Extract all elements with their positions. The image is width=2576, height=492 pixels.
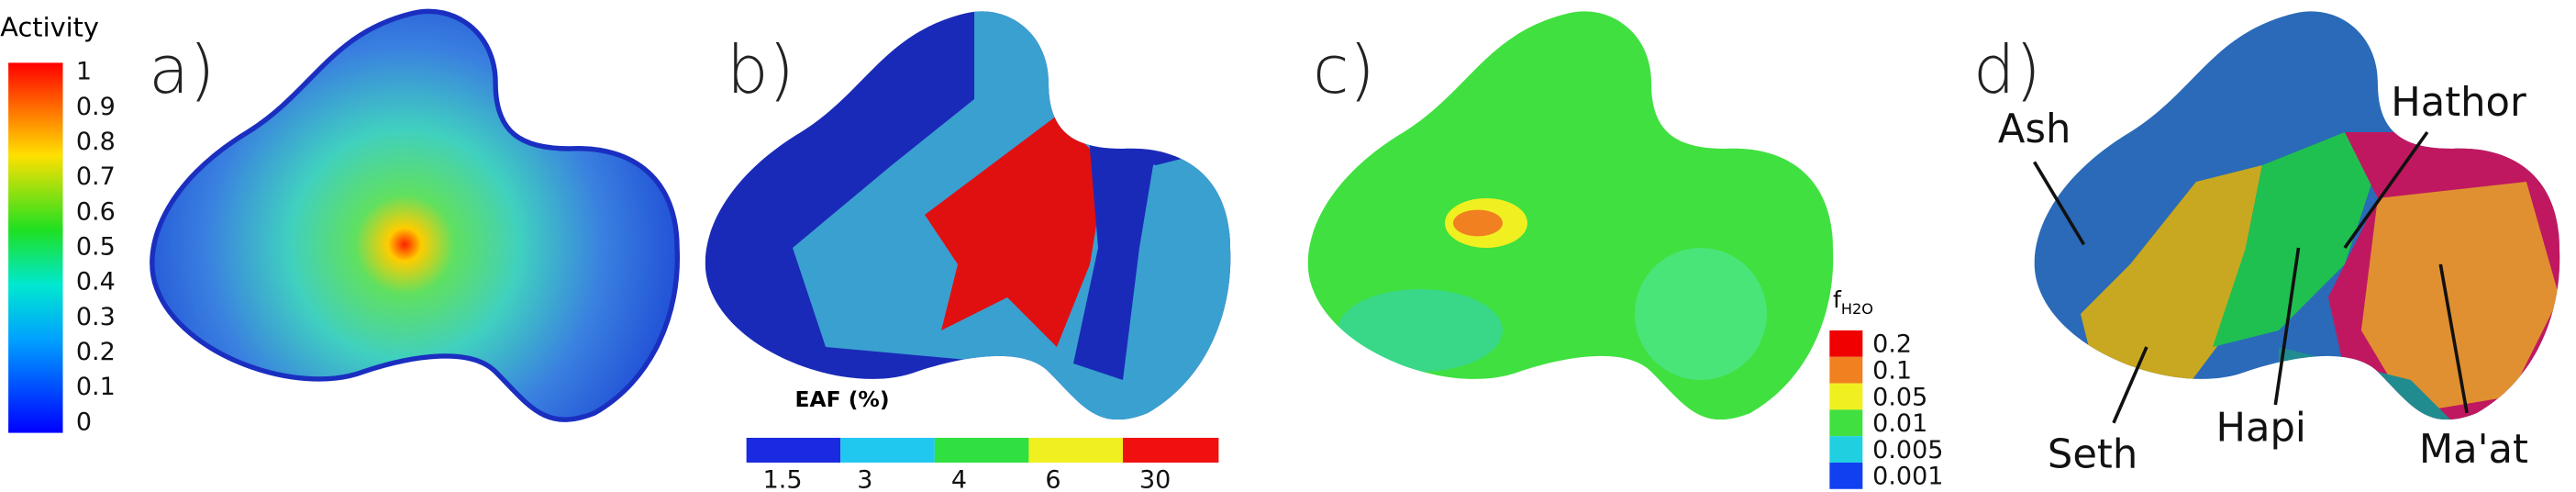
- colorbar-tick-label: 0.1: [76, 373, 116, 401]
- region-label: Ma'at: [2419, 427, 2528, 473]
- region-label: Seth: [2048, 431, 2137, 477]
- colorbar-box: [746, 437, 841, 463]
- colorbar: [1829, 330, 1863, 489]
- region-label: Ash: [1998, 106, 2071, 152]
- colorbar-title-main: f: [1833, 286, 1842, 313]
- colorbar-tick-label: 0.2: [76, 338, 116, 366]
- colorbar-tick-label: 0.05: [1872, 383, 1927, 411]
- colorbar-tick-label: 0.01: [1872, 409, 1927, 438]
- colorbar-title-sub: H2O: [1841, 300, 1873, 318]
- colorbar-box: [1028, 437, 1124, 463]
- colorbar-box: [934, 437, 1029, 463]
- colorbar-tick-label: 0.3: [76, 303, 116, 331]
- colorbar-tick-label: 0.2: [1872, 330, 1912, 359]
- colorbar-tick-label: 0.001: [1872, 463, 1943, 491]
- colorbar-box: [1123, 437, 1219, 463]
- colorbar-tick-label: 1: [76, 58, 92, 86]
- panel-label: c): [1313, 31, 1375, 108]
- colorbar-tick-label: 0.1: [1872, 356, 1912, 385]
- colorbar-tick-label: 0.7: [76, 162, 116, 191]
- colorbar-tick-label: 0: [76, 408, 92, 436]
- colorbar-tick-label: 0.5: [76, 232, 116, 261]
- colorbar: [746, 437, 1219, 463]
- panel-label: d): [1973, 31, 2041, 108]
- colorbar: [8, 62, 63, 433]
- colorbar-tick-label: 30: [1139, 465, 1171, 492]
- panel-d: d) Ash Hathor Seth Hapi Ma'at: [1973, 11, 2560, 477]
- region-pointers: [2032, 130, 2469, 424]
- region-label: Hathor: [2391, 80, 2526, 126]
- colorbar-ticks: 1.5 3 4 6 30: [763, 465, 1171, 492]
- colorbar-ticks: 1 0.9 0.8 0.7 0.6 0.5 0.4 0.3 0.2 0.1 0: [76, 58, 116, 437]
- colorbar-tick-label: 4: [951, 465, 967, 492]
- colorbar-tick-label: 6: [1045, 465, 1060, 492]
- colorbar-tick-label: 0.005: [1872, 436, 1943, 464]
- colorbar-tick-label: 0.4: [76, 268, 116, 296]
- colorbar-title: fH2O: [1833, 286, 1873, 318]
- region-label: Hapi: [2216, 406, 2306, 452]
- colorbar-tick-label: 3: [857, 465, 872, 492]
- colorbar-tick-label: 0.9: [76, 93, 116, 121]
- colorbar-tick-label: 0.8: [76, 128, 116, 156]
- panel-label: b): [727, 31, 794, 108]
- comet-image: [152, 11, 678, 419]
- colorbar-box: [840, 437, 935, 463]
- panel-b: b) EAF (%) 1.5 3 4 6 30: [705, 11, 1231, 492]
- colorbar-title: Activity: [0, 12, 99, 43]
- colorbar-tick-label: 1.5: [763, 465, 803, 492]
- panel-label: a): [149, 31, 215, 108]
- colorbar-title: EAF (%): [795, 386, 890, 412]
- colorbar-tick-label: 0.6: [76, 197, 116, 226]
- panel-a: Activity 1 0.9 0.8 0.7 0.6 0.5 0.4 0.3 0.2 0.1 0 a…: [0, 11, 677, 436]
